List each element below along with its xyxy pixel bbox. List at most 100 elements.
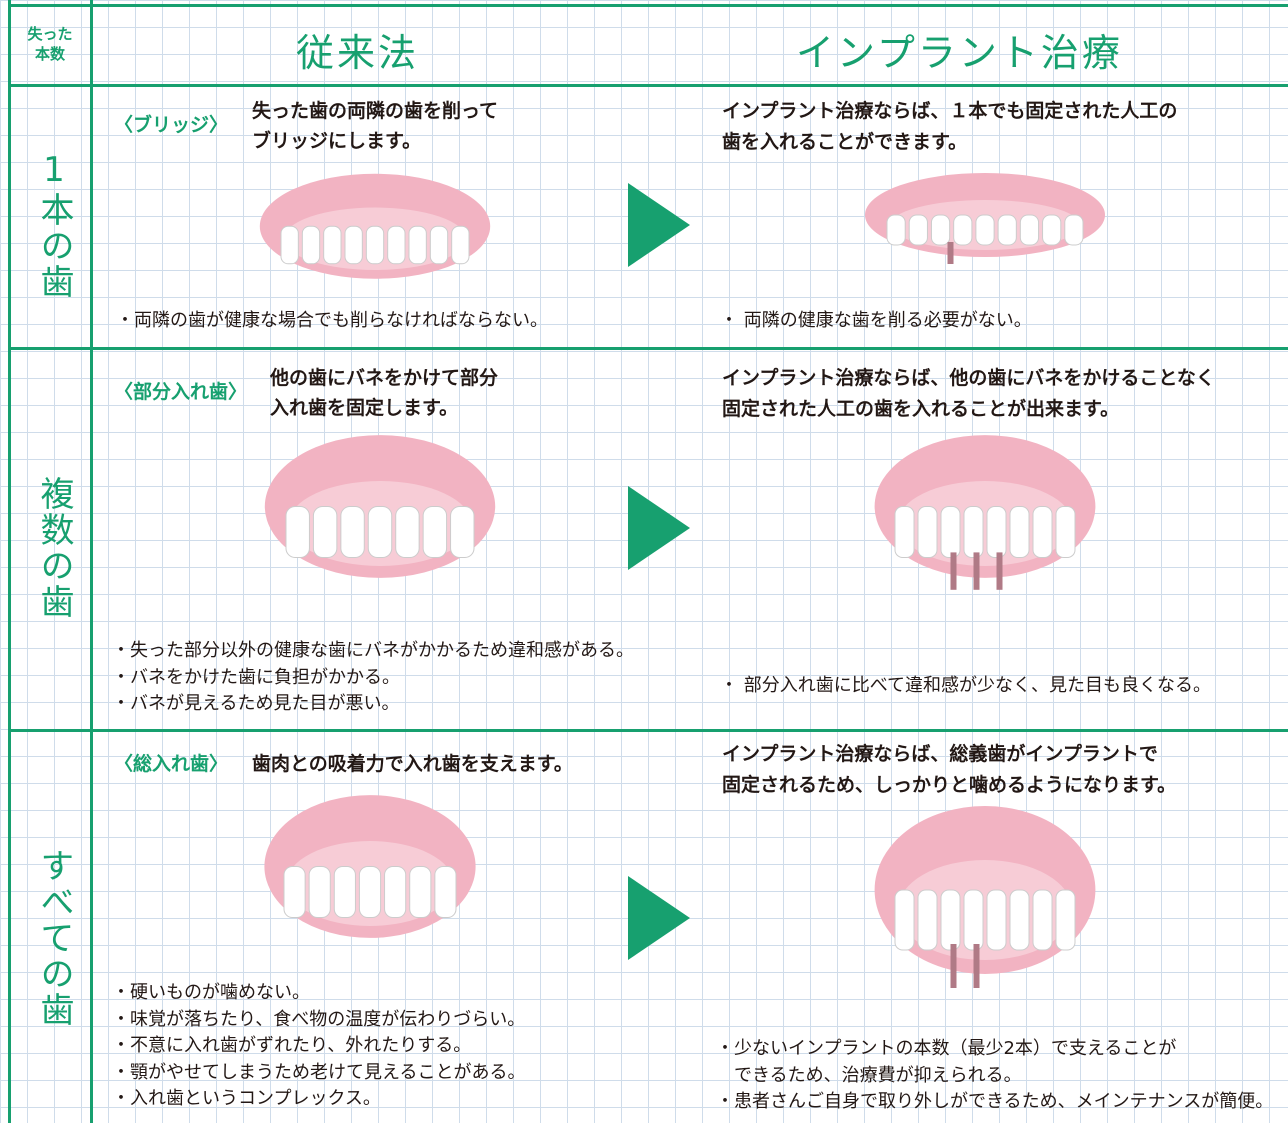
tooth bbox=[1064, 214, 1084, 246]
border bbox=[8, 0, 11, 1123]
tooth bbox=[917, 889, 938, 951]
implant-post bbox=[950, 552, 957, 590]
tooth bbox=[365, 225, 385, 265]
tooth bbox=[387, 225, 406, 265]
implant-post bbox=[950, 944, 957, 988]
border bbox=[8, 84, 1288, 87]
header-implant: インプラント治療 bbox=[796, 31, 1123, 75]
note: ・少ないインプラントの本数（最少2本）で支えることが bbox=[716, 1038, 1177, 1059]
method-tag: 〈部分入れ歯〉 bbox=[114, 381, 248, 403]
tooth bbox=[1055, 889, 1076, 951]
tooth bbox=[1009, 889, 1030, 951]
arrow-shape bbox=[628, 183, 690, 267]
implant-post bbox=[947, 242, 954, 264]
method-tag: 〈総入れ歯〉 bbox=[114, 753, 229, 775]
note: ・失った部分以外の健康な歯にバネがかかるため違和感がある。 bbox=[112, 640, 634, 661]
tooth bbox=[940, 506, 961, 558]
tooth bbox=[997, 214, 1017, 246]
implant-post bbox=[973, 552, 980, 590]
tooth bbox=[285, 506, 310, 558]
tooth bbox=[408, 225, 427, 265]
tooth bbox=[986, 889, 1007, 951]
implant-post bbox=[973, 944, 980, 988]
description: 固定された人工の歯を入れることが出来ます。 bbox=[722, 398, 1120, 420]
tooth bbox=[395, 506, 420, 558]
border bbox=[8, 4, 1288, 7]
note: ・硬いものが噛めない。 bbox=[112, 982, 310, 1003]
description: 歯肉との吸着力で入れ歯を支えます。 bbox=[252, 753, 573, 775]
description: 失った歯の両隣の歯を削って bbox=[252, 100, 499, 122]
border bbox=[8, 729, 1288, 732]
note: ・患者さんご自身で取り外しができるため、メインテナンスが簡便。 bbox=[716, 1091, 1274, 1112]
illustration bbox=[874, 806, 1096, 988]
illustration bbox=[259, 173, 491, 279]
tooth bbox=[986, 506, 1007, 558]
tooth bbox=[917, 506, 938, 558]
header-lost: 失った 本数 bbox=[20, 24, 80, 64]
tooth bbox=[340, 506, 365, 558]
header-conventional: 従来法 bbox=[296, 31, 420, 75]
arrow bbox=[628, 183, 690, 267]
tooth bbox=[450, 506, 475, 558]
tooth bbox=[908, 214, 928, 246]
border bbox=[8, 347, 1288, 350]
illustration bbox=[874, 435, 1096, 590]
tooth bbox=[333, 866, 356, 918]
arrow-shape bbox=[628, 876, 690, 960]
header-line: 本数 bbox=[34, 45, 65, 63]
tooth bbox=[1042, 214, 1062, 246]
border bbox=[90, 0, 93, 1123]
tooth bbox=[1032, 506, 1053, 558]
note: ・バネをかけた歯に負担がかかる。 bbox=[112, 666, 400, 688]
tooth bbox=[312, 506, 338, 558]
description: インプラント治療ならば、１本でも固定された人工の bbox=[722, 100, 1178, 122]
arrow-shape bbox=[628, 486, 690, 570]
description: 入れ歯を固定します。 bbox=[270, 397, 459, 419]
illustration bbox=[264, 435, 496, 578]
description: 歯を入れることができます。 bbox=[722, 131, 968, 153]
tooth bbox=[358, 866, 382, 918]
tooth bbox=[451, 225, 470, 265]
description: 固定されるため、しっかりと噛めるようになります。 bbox=[722, 774, 1177, 796]
tooth bbox=[975, 214, 995, 246]
tooth bbox=[1009, 506, 1030, 558]
tooth bbox=[1055, 506, 1076, 558]
arrow bbox=[628, 486, 690, 570]
tooth bbox=[963, 889, 984, 951]
row-label: すべての歯 bbox=[34, 848, 74, 1028]
description: インプラント治療ならば、他の歯にバネをかけることなく bbox=[722, 367, 1215, 389]
tooth bbox=[894, 506, 915, 558]
note: ・顎がやせてしまうため老けて見えることがある。 bbox=[112, 1061, 526, 1083]
tooth bbox=[283, 866, 306, 918]
tooth bbox=[429, 225, 449, 265]
tooth bbox=[308, 866, 331, 918]
note: ・バネが見えるため見た目が悪い。 bbox=[112, 693, 400, 714]
description: インプラント治療ならば、総義歯がインプラントで bbox=[722, 743, 1158, 765]
tooth bbox=[963, 506, 984, 558]
tooth bbox=[886, 214, 906, 246]
header-line: 失った bbox=[27, 25, 73, 43]
tooth bbox=[280, 225, 299, 265]
arrow bbox=[628, 876, 690, 960]
note: ・両隣の歯が健康な場合でも削らなければならない。 bbox=[116, 310, 548, 331]
note: できるため、治療費が抑えられる。 bbox=[716, 1064, 1022, 1086]
tooth bbox=[434, 866, 457, 918]
note: ・不意に入れ歯がずれたり、外れたりする。 bbox=[112, 1035, 472, 1056]
tooth bbox=[953, 214, 973, 246]
method-tag: 〈ブリッジ〉 bbox=[114, 114, 229, 136]
note: ・ 両隣の健康な歯を削る必要がない。 bbox=[720, 310, 1032, 331]
note: ・ 部分入れ歯に比べて違和感が少なく、見た目も良くなる。 bbox=[720, 675, 1211, 696]
row-label: 複数の歯 bbox=[34, 476, 74, 620]
implant-post bbox=[996, 552, 1003, 590]
tooth bbox=[930, 214, 951, 246]
tooth bbox=[409, 866, 432, 918]
illustration bbox=[865, 173, 1105, 264]
tooth bbox=[344, 225, 363, 265]
tooth bbox=[384, 866, 407, 918]
tooth bbox=[894, 889, 915, 951]
tooth bbox=[367, 506, 393, 558]
tooth bbox=[323, 225, 342, 265]
tooth bbox=[1019, 214, 1040, 246]
tooth bbox=[1032, 889, 1053, 951]
